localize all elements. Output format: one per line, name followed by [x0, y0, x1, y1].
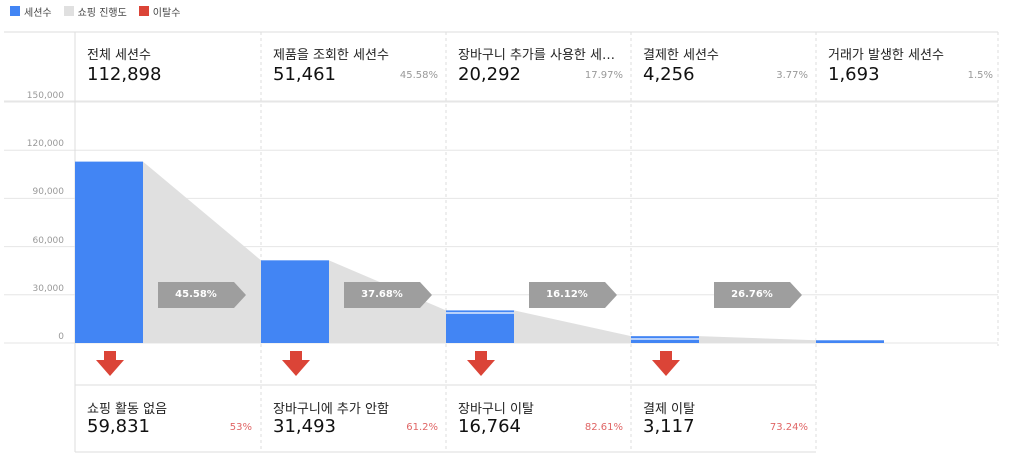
abandon-label: 장바구니 이탈 [458, 402, 534, 417]
dropoff-arrow [282, 351, 310, 376]
progression-area [514, 310, 631, 343]
conversion-arrow [158, 282, 246, 308]
y-tick-label: 30,000 [32, 283, 65, 294]
stage-label: 결제한 세션수 [643, 48, 719, 63]
progression-area [699, 336, 816, 343]
stage-bar [261, 260, 329, 343]
progression-area [143, 161, 261, 343]
abandon-label: 쇼핑 활동 없음 [87, 402, 168, 417]
legend-label: 세션수 [24, 7, 52, 19]
stage-value: 1,693 [828, 64, 880, 85]
conversion-rate: 45.58% [175, 289, 217, 300]
y-tick-label: 120,000 [26, 139, 64, 150]
stage-percent: 45.58% [399, 70, 438, 81]
stage-bar [446, 310, 514, 343]
stage-label: 전체 세션수 [87, 48, 151, 63]
abandon-percent: 61.2% [406, 422, 438, 433]
legend-swatch [10, 6, 20, 16]
legend-label: 이탈수 [152, 7, 181, 19]
dropoff-arrow [96, 351, 124, 376]
abandon-percent: 53% [229, 422, 252, 433]
abandon-percent: 82.61% [584, 422, 623, 433]
conversion-rate: 16.12% [546, 289, 588, 300]
abandon-value: 59,831 [87, 416, 150, 437]
abandon-value: 3,117 [643, 416, 695, 437]
dropoff-arrow [652, 351, 680, 376]
legend-label: 쇼핑 진행도 [77, 7, 127, 19]
legend: 세션수 쇼핑 진행도 이탈수 [10, 4, 192, 19]
stage-value: 51,461 [273, 64, 336, 85]
legend-swatch [63, 6, 74, 16]
y-tick-label: 0 [58, 332, 64, 342]
stage-label: 제품을 조회한 세션수 [273, 48, 389, 63]
abandon-percent: 73.24% [769, 422, 808, 433]
conversion-arrow [714, 282, 802, 308]
conversion-rate: 37.68% [361, 289, 403, 300]
legend-swatch [138, 6, 149, 16]
stage-value: 4,256 [643, 64, 695, 85]
abandon-value: 31,493 [273, 416, 336, 437]
legend-item[interactable]: 세션수 [10, 4, 52, 19]
stage-bar [75, 161, 143, 343]
conversion-arrow [344, 282, 432, 308]
abandon-label: 장바구니에 추가 안함 [273, 402, 389, 417]
conversion-arrow [529, 282, 617, 308]
y-tick-label: 90,000 [32, 187, 65, 198]
abandon-value: 16,764 [458, 416, 521, 437]
stage-label: 거래가 발생한 세션수 [828, 48, 944, 63]
legend-item[interactable]: 이탈수 [138, 4, 181, 19]
legend-item[interactable]: 쇼핑 진행도 [63, 4, 127, 19]
stage-value: 112,898 [87, 64, 162, 85]
stage-percent: 3.77% [776, 70, 808, 81]
stage-bar [816, 340, 884, 343]
stage-label: 장바구니 추가를 사용한 세… [458, 48, 615, 63]
abandon-label: 결제 이탈 [643, 402, 695, 417]
stage-percent: 1.5% [967, 70, 993, 81]
stage-percent: 17.97% [584, 70, 623, 81]
conversion-rate: 26.76% [731, 289, 773, 300]
dropoff-arrow [467, 351, 495, 376]
stage-value: 20,292 [458, 64, 521, 85]
y-tick-label: 60,000 [32, 235, 65, 246]
y-tick-label: 150,000 [26, 91, 64, 101]
